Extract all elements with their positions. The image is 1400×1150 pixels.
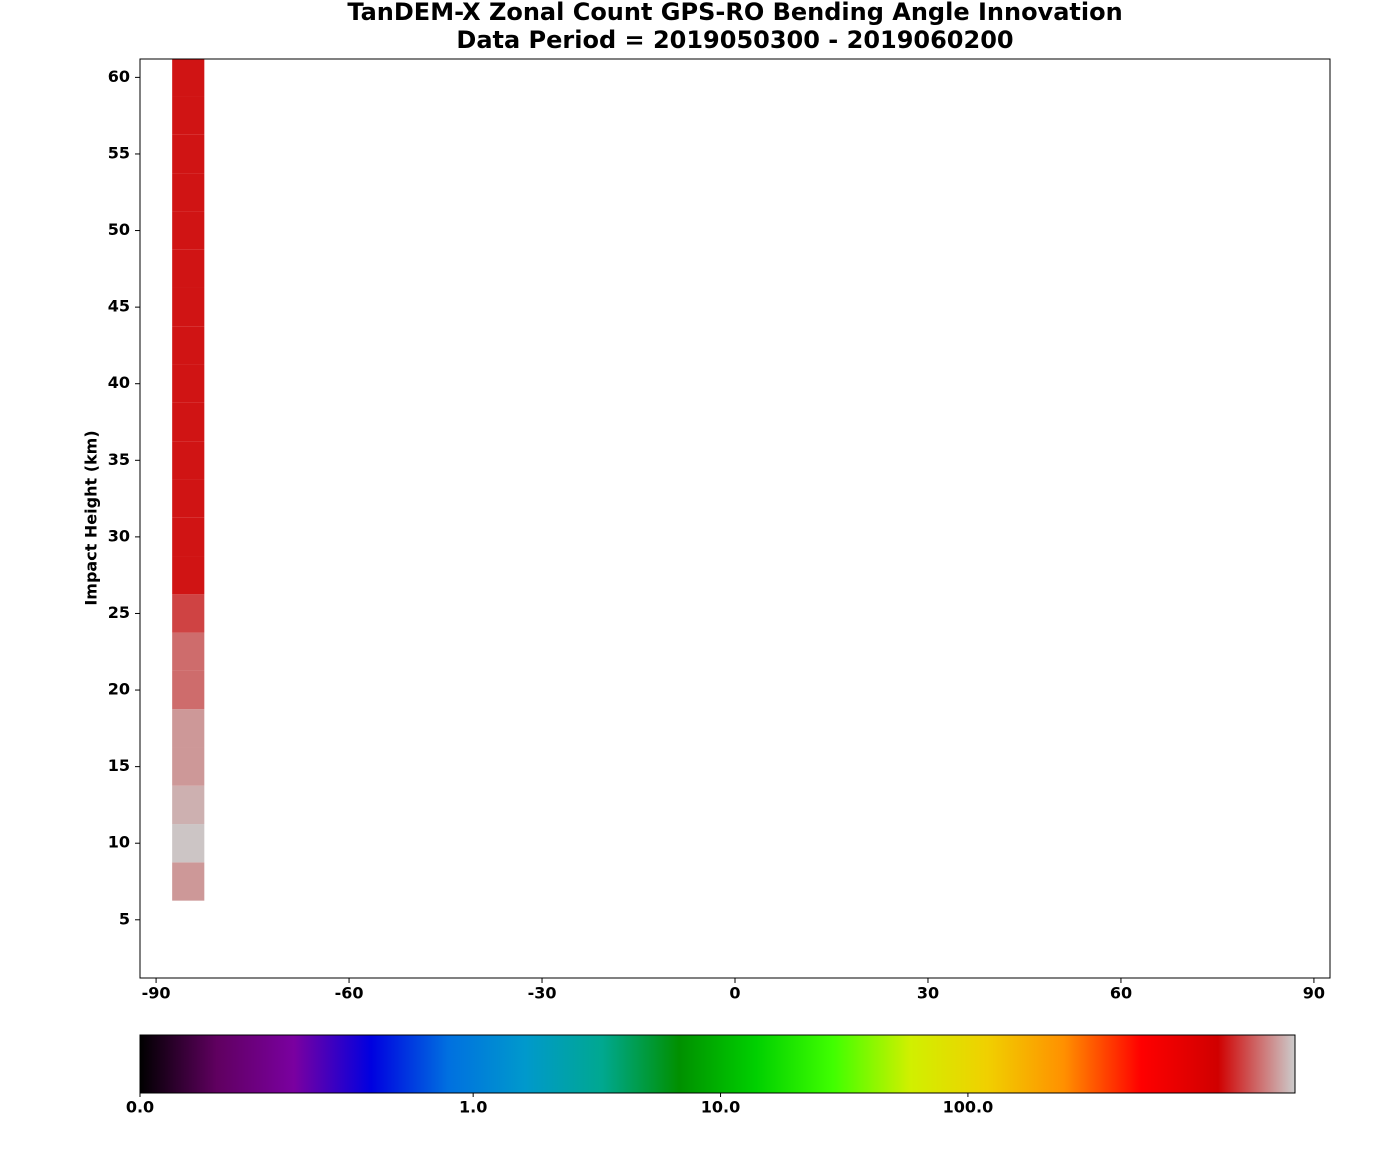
heatmap-cell	[172, 709, 205, 748]
y-tick-label: 25	[108, 603, 130, 622]
heatmap-cell	[172, 364, 205, 403]
chart-subtitle: Data Period = 2019050300 - 2019060200	[456, 26, 1013, 54]
heatmap-cell	[172, 173, 205, 212]
y-tick-label: 20	[108, 680, 130, 699]
heatmap-cell	[172, 134, 205, 174]
heatmap-cell	[172, 402, 205, 442]
heatmap-cell	[172, 249, 205, 288]
heatmap-cell	[172, 747, 205, 786]
heatmap-cell	[172, 785, 205, 825]
heatmap-cell	[172, 287, 205, 327]
heatmap-cell	[172, 441, 205, 480]
heatmap-cell	[172, 670, 205, 710]
x-tick-label: -60	[335, 984, 364, 1003]
colorbar-tick-label: 100.0	[943, 1098, 994, 1117]
x-tick-label: 90	[1303, 984, 1325, 1003]
y-tick-label: 5	[119, 909, 130, 928]
chart-title: TanDEM-X Zonal Count GPS-RO Bending Angl…	[347, 0, 1122, 26]
y-tick-label: 10	[108, 833, 130, 852]
colorbar-tick-label: 10.0	[701, 1098, 740, 1117]
colorbar-tick-label: 0.0	[126, 1098, 154, 1117]
x-tick-label: -30	[528, 984, 557, 1003]
heatmap-cell	[172, 594, 205, 633]
y-tick-label: 55	[108, 143, 130, 162]
heatmap-cell	[172, 632, 205, 671]
colorbar	[139, 1034, 1296, 1094]
y-tick-label: 50	[108, 220, 130, 239]
colorbar-tick-label: 1.0	[459, 1098, 487, 1117]
heatmap-cell	[172, 517, 205, 557]
heatmap-cell	[172, 59, 205, 97]
heatmap-cell	[172, 824, 205, 863]
heatmap-cell	[172, 479, 205, 518]
heatmap-cell	[172, 326, 205, 365]
y-tick-label: 40	[108, 373, 130, 392]
heatmap-cell	[172, 96, 205, 135]
y-tick-label: 15	[108, 756, 130, 775]
y-tick-label: 35	[108, 450, 130, 469]
x-tick-label: 0	[729, 984, 740, 1003]
x-tick-label: -90	[142, 984, 171, 1003]
y-tick-label: 30	[108, 526, 130, 545]
x-tick-label: 60	[1110, 984, 1132, 1003]
x-tick-label: 30	[917, 984, 939, 1003]
heatmap-cell	[172, 211, 205, 250]
y-tick-label: 45	[108, 297, 130, 316]
plot-frame	[139, 58, 1331, 979]
y-tick-label: 60	[108, 67, 130, 86]
heatmap-cell	[172, 862, 205, 901]
heatmap-cell	[172, 556, 205, 595]
y-axis-label: Impact Height (km)	[82, 430, 101, 605]
